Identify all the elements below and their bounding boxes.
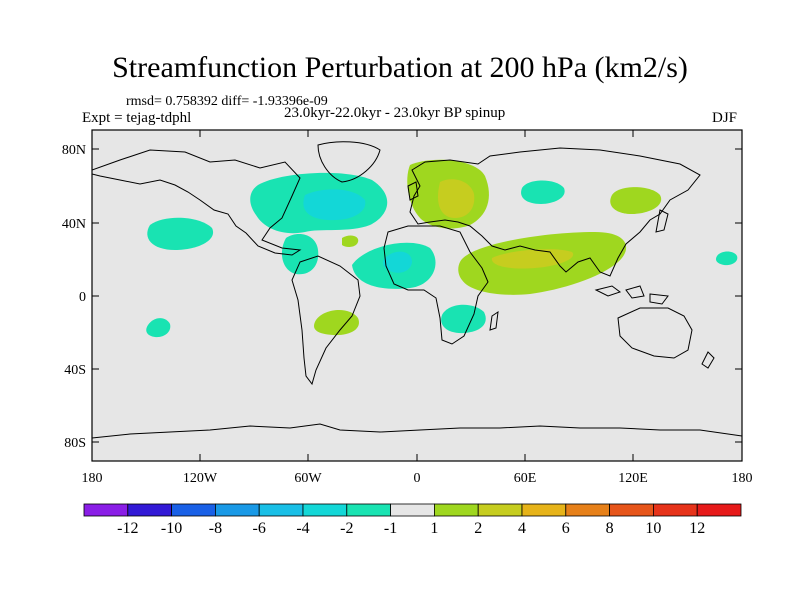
colorbar-swatch xyxy=(390,503,435,517)
season-label: DJF xyxy=(712,110,738,126)
colorbar-label: -2 xyxy=(340,520,353,537)
colorbar-swatch xyxy=(477,503,523,517)
coast-eurasia xyxy=(409,147,701,277)
anomaly-south-asia-core xyxy=(491,249,574,269)
coast-north-america xyxy=(92,149,302,256)
lon-tick-label: 120W xyxy=(183,471,218,486)
longitude-axis: 180 120W 60W 0 60E 120E 180 xyxy=(82,130,753,486)
lon-tick-label: 180 xyxy=(732,471,753,486)
colorbar-label: 10 xyxy=(645,520,661,537)
colorbar-swatch xyxy=(214,503,260,517)
lat-tick-label: 0 xyxy=(79,290,86,305)
colorbar-label: -1 xyxy=(384,520,397,537)
colorbar-swatch xyxy=(127,503,173,517)
anomaly-tropical-atlantic-core xyxy=(383,251,412,273)
coast-south-america xyxy=(291,255,361,386)
anomaly-south-america-high xyxy=(313,309,359,336)
colorbar-swatch xyxy=(83,503,129,517)
lat-tick-label: 80N xyxy=(62,143,86,158)
colorbar-label: 4 xyxy=(518,520,526,537)
coastlines xyxy=(92,141,742,439)
lat-tick-label: 80S xyxy=(64,436,86,451)
colorbar-swatch xyxy=(171,503,216,517)
coast-greenland xyxy=(317,141,381,183)
lon-tick-label: 60W xyxy=(294,471,322,486)
lon-tick-label: 60E xyxy=(514,471,537,486)
colorbar-label: 1 xyxy=(430,520,438,537)
lat-tick-label: 40S xyxy=(64,363,86,378)
colorbar-swatch xyxy=(258,503,304,517)
colorbar-label: 2 xyxy=(474,520,482,537)
anomaly-south-pacific-low xyxy=(146,318,171,338)
anomaly-east-africa-low xyxy=(441,304,486,334)
coast-indonesia xyxy=(594,285,669,305)
anomaly-europe-core xyxy=(437,179,475,218)
coast-africa xyxy=(383,225,489,345)
colorbar-label: -4 xyxy=(296,520,309,537)
lon-tick-label: 0 xyxy=(414,471,421,486)
colorbar-swatch xyxy=(302,503,348,517)
colorbar-swatch xyxy=(433,503,479,517)
stats-text: rmsd= 0.758392 diff= -1.93396e-09 xyxy=(126,94,328,109)
colorbar-swatch xyxy=(653,503,698,517)
anomaly-east-asia-high xyxy=(610,187,662,214)
coast-uk xyxy=(407,181,419,201)
colorbar-swatch xyxy=(346,503,391,517)
colorbar xyxy=(83,503,742,517)
colorbar-swatch xyxy=(521,503,567,517)
anomaly-caribbean-low xyxy=(281,234,319,275)
anomaly-north-atlantic-core xyxy=(303,189,366,221)
colorbar-label: 12 xyxy=(689,520,705,537)
coast-antarctica xyxy=(92,423,742,439)
colorbar-swatch xyxy=(696,503,742,517)
lon-tick-label: 120E xyxy=(618,471,648,486)
colorbar-label: -8 xyxy=(209,520,222,537)
colorbar-label: -12 xyxy=(117,520,138,537)
anomaly-west-pacific-low xyxy=(715,251,738,266)
colorbar-swatch xyxy=(565,503,610,517)
colorbar-labels: -12 -10 -8 -6 -4 -2 -1 1 2 4 6 8 10 12 xyxy=(117,520,705,537)
colorbar-label: -10 xyxy=(161,520,182,537)
time-range-label: 23.0kyr-22.0kyr - 23.0kyr BP spinup xyxy=(284,105,506,121)
coast-madagascar xyxy=(489,310,499,331)
anomaly-north-pacific-low xyxy=(147,217,214,250)
anomaly-mid-atlantic-small-high xyxy=(342,235,359,247)
lat-tick-label: 40N xyxy=(62,217,86,232)
coast-japan xyxy=(655,209,669,233)
coast-new-zealand xyxy=(701,351,715,369)
latitude-axis: 80N 40N 0 40S 80S xyxy=(62,143,742,451)
colorbar-label: 6 xyxy=(562,520,570,537)
anomaly-west-siberia-low xyxy=(521,180,565,204)
plot-title: Streamfunction Perturbation at 200 hPa (… xyxy=(112,51,688,84)
experiment-label: Expt = tejag-tdphl xyxy=(82,110,192,126)
lon-tick-label: 180 xyxy=(82,471,103,486)
anomaly-layer xyxy=(146,159,738,338)
colorbar-label: 8 xyxy=(606,520,614,537)
coast-australia xyxy=(617,307,693,359)
colorbar-label: -6 xyxy=(253,520,266,537)
colorbar-swatch xyxy=(609,503,654,517)
